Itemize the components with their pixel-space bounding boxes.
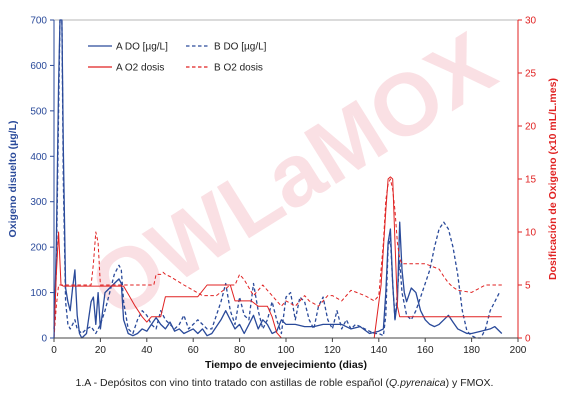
y-tick-label: 700 [30, 16, 47, 27]
x-tick-label: 100 [278, 345, 295, 356]
y-axis-title: Oxigeno disuelto (µg/L) [7, 121, 19, 238]
figure-caption: 1.A - Depósitos con vino tinto tratado c… [0, 377, 569, 389]
y2-tick-label: 0 [525, 334, 531, 345]
y-tick-label: 0 [41, 334, 47, 345]
x-tick-label: 120 [324, 345, 341, 356]
y2-tick-label: 25 [525, 69, 537, 80]
caption-after: ) y FMOX. [445, 377, 494, 389]
legend-label-1: B DO [µg/L] [214, 42, 267, 53]
series-line-2 [53, 176, 502, 339]
y-tick-label: 500 [30, 106, 47, 117]
y2-tick-label: 30 [525, 16, 537, 27]
series-line-3 [53, 178, 502, 339]
legend-label-2: A O2 dosis [116, 63, 164, 74]
caption-italic: Q.pyrenaica [388, 377, 446, 389]
x-tick-label: 200 [510, 345, 527, 356]
y2-tick-label: 10 [525, 228, 537, 239]
y2-tick-label: 5 [525, 281, 531, 292]
x-tick-label: 140 [370, 345, 387, 356]
x-tick-label: 80 [234, 345, 246, 356]
series-layer [53, 19, 503, 339]
x-tick-label: 60 [188, 345, 200, 356]
x-tick-label: 160 [417, 345, 434, 356]
axes-layer: 0 20 40 60 80 100 120 140 160 180 2000100200300400… [30, 16, 536, 357]
x-axis-title: Tiempo de envejecimiento (dias) [205, 359, 367, 371]
series-line-0 [53, 19, 503, 339]
caption-before: 1.A - Depósitos con vino tinto tratado c… [75, 377, 389, 389]
x-tick-label: 40 [141, 345, 153, 356]
legend: A DO [µg/L] B DO [µg/L] A O2 dosis B O2 dos… [88, 42, 267, 74]
legend-label-0: A DO [µg/L] [116, 42, 168, 53]
x-tick-label: 20 [95, 345, 107, 356]
chart-canvas: OWLaMOX 0 20 40 60 80 100 120 140 160 180 20001002… [7, 13, 559, 371]
y-tick-label: 100 [30, 288, 47, 299]
x-tick-label: 0 [51, 345, 57, 356]
y2-tick-label: 15 [525, 175, 537, 186]
y-tick-label: 200 [30, 243, 47, 254]
y-tick-label: 400 [30, 152, 47, 163]
y2-tick-label: 20 [525, 122, 537, 133]
y-tick-label: 300 [30, 197, 47, 208]
y-tick-label: 600 [30, 61, 47, 72]
x-tick-label: 180 [463, 345, 480, 356]
y2-axis-title: Dosificación de Oxigeno (x10 mL/L.mes) [547, 78, 559, 280]
legend-label-3: B O2 dosis [214, 63, 263, 74]
